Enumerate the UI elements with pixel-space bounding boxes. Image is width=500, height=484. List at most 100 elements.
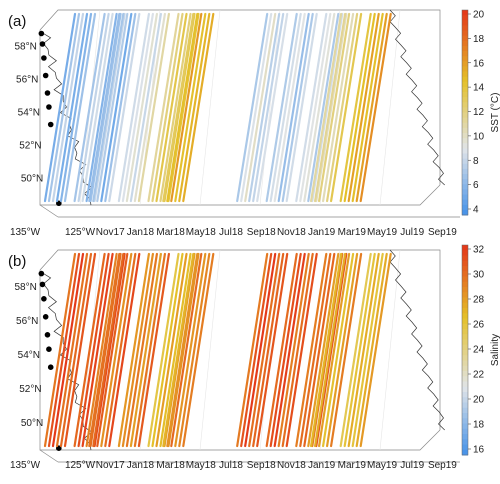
data-tracks — [43, 252, 392, 448]
track-line — [104, 12, 137, 203]
track-line — [330, 12, 363, 203]
track-line — [133, 252, 166, 448]
track-line — [281, 12, 314, 203]
colorbar-segment — [462, 184, 468, 190]
colorbar-segment — [462, 81, 468, 88]
data-band — [310, 12, 363, 203]
track-line — [265, 12, 298, 203]
coastline-east — [389, 9, 445, 186]
colorbar-segment — [462, 276, 468, 283]
track-line — [92, 252, 125, 448]
track-line — [170, 252, 203, 448]
x-tick-label: 135°W — [10, 460, 41, 471]
axes-box — [39, 9, 460, 218]
track-line — [256, 12, 289, 203]
track-line — [277, 12, 310, 203]
track-line — [240, 252, 273, 448]
colorbar-segment — [462, 194, 468, 201]
track-line — [295, 252, 328, 448]
station-dot — [39, 281, 46, 288]
data-band — [73, 252, 126, 448]
track-line — [269, 252, 302, 448]
x-tick-label: 135°W — [10, 227, 41, 238]
track-line — [322, 12, 355, 203]
colorbar-segment — [462, 122, 468, 129]
x-tick-label: Sep18 — [247, 227, 276, 238]
track-line — [299, 252, 332, 448]
x-tick-label: Sep19 — [428, 227, 457, 238]
y-tick-label: 56°N — [16, 316, 38, 327]
colorbar-segment — [462, 148, 468, 154]
track-line — [96, 252, 129, 448]
track-line — [310, 252, 343, 448]
track-line — [314, 252, 347, 448]
data-band — [339, 252, 392, 448]
colorbar-tick-label: 18 — [473, 34, 485, 45]
y-tick-label: 54°N — [18, 108, 40, 119]
colorbar-segment — [462, 308, 468, 314]
station-dot — [39, 41, 46, 47]
station-dot — [41, 296, 47, 302]
station-dot — [42, 314, 49, 320]
colorbar-segment — [462, 355, 468, 361]
colorbar-segment — [462, 245, 468, 251]
colorbar-title: Salinity — [490, 334, 500, 366]
track-line — [92, 12, 125, 203]
axes-box — [39, 249, 460, 463]
track-line — [269, 12, 302, 203]
track-line — [351, 12, 384, 203]
x-tick-label: Mar19 — [338, 227, 367, 238]
track-line — [100, 12, 133, 203]
x-tick-label: Jul18 — [219, 227, 243, 238]
grid-line — [379, 9, 401, 206]
colorbar-segment — [462, 127, 468, 134]
track-line — [273, 12, 306, 203]
track-line — [307, 12, 340, 203]
box-corner-edge — [39, 204, 59, 218]
track-line — [359, 252, 392, 448]
track-line — [347, 12, 380, 203]
track-line — [240, 12, 273, 203]
station-dot — [38, 30, 45, 37]
track-line — [137, 252, 170, 448]
track-line — [322, 252, 355, 448]
track-line — [73, 12, 106, 203]
x-tick-label: Jul18 — [219, 460, 243, 471]
track-line — [121, 12, 154, 203]
colorbar-tick-label: 30 — [473, 270, 485, 281]
track-line — [147, 252, 180, 448]
track-line — [88, 252, 121, 448]
colorbar-segment — [462, 61, 468, 67]
track-line — [273, 252, 306, 448]
track-line — [108, 252, 141, 448]
track-line — [162, 12, 195, 203]
track-line — [236, 12, 269, 203]
track-line — [162, 252, 195, 448]
track-line — [295, 12, 328, 203]
colorbar-segment — [462, 334, 468, 340]
station-dot — [44, 332, 51, 338]
data-band — [147, 252, 200, 448]
track-line — [166, 12, 199, 203]
data-tracks — [43, 12, 392, 203]
track-line — [163, 12, 196, 203]
track-line — [182, 252, 215, 448]
data-band — [339, 12, 392, 203]
colorbar-segment — [462, 281, 468, 288]
y-tick-label: 58°N — [14, 42, 36, 53]
track-line — [147, 12, 180, 203]
y-tick-label: 50°N — [21, 174, 43, 185]
colorbar-tick-label: 16 — [473, 445, 485, 456]
colorbar-segment — [462, 107, 468, 113]
track-line — [108, 12, 141, 203]
colorbar-segment — [462, 292, 468, 298]
station-dot — [44, 90, 51, 96]
colorbar-segment — [462, 20, 468, 26]
colorbar-segment — [462, 168, 468, 175]
track-line — [310, 12, 343, 203]
track-line — [285, 252, 318, 448]
track-line — [256, 252, 289, 448]
colorbar-segment — [462, 56, 468, 62]
track-line — [326, 252, 359, 448]
colorbar-segment — [462, 158, 468, 165]
